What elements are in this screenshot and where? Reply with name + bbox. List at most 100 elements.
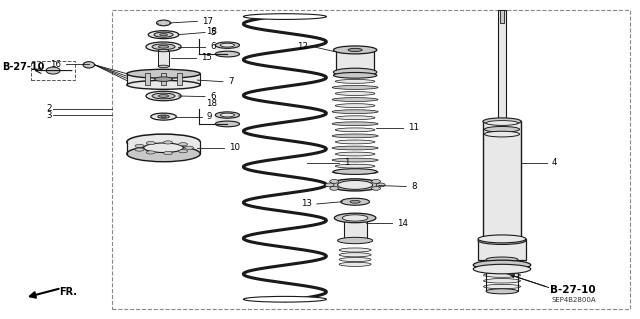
Bar [127,142,200,154]
Text: 15: 15 [201,53,212,62]
Ellipse shape [152,44,175,50]
Ellipse shape [330,180,339,183]
Bar [500,10,504,23]
Bar [336,49,374,72]
Ellipse shape [159,65,169,68]
Ellipse shape [330,179,381,191]
Bar [159,50,169,66]
Bar [161,73,166,85]
Ellipse shape [486,257,518,262]
Ellipse shape [159,49,169,52]
Text: 4: 4 [552,158,557,167]
Ellipse shape [243,14,326,19]
Ellipse shape [335,79,375,83]
Ellipse shape [144,143,183,152]
Bar [215,45,239,54]
Text: B-27-10: B-27-10 [550,285,596,295]
Ellipse shape [330,187,339,190]
Ellipse shape [215,51,239,57]
Text: 18: 18 [206,27,217,36]
Ellipse shape [473,264,531,274]
Ellipse shape [473,260,531,270]
Ellipse shape [160,33,168,36]
Bar [145,73,150,85]
Ellipse shape [335,140,375,144]
Text: 9: 9 [207,112,212,121]
Ellipse shape [83,62,95,68]
Text: 3: 3 [46,111,52,120]
Ellipse shape [348,48,362,51]
Text: 7: 7 [228,77,234,86]
Bar [477,239,526,260]
Ellipse shape [335,104,375,108]
Ellipse shape [335,92,375,95]
Ellipse shape [179,150,188,153]
Ellipse shape [483,118,521,125]
Bar [113,10,630,309]
Ellipse shape [184,146,193,149]
Text: 10: 10 [229,143,240,152]
Text: 13: 13 [301,199,312,208]
Ellipse shape [483,284,520,289]
Ellipse shape [332,122,378,126]
Text: 12: 12 [298,42,308,51]
Ellipse shape [146,42,181,51]
Ellipse shape [325,183,334,187]
Text: 6: 6 [210,92,216,101]
Ellipse shape [154,32,173,37]
Ellipse shape [147,142,156,145]
Ellipse shape [333,169,377,174]
Ellipse shape [335,116,375,120]
Ellipse shape [147,151,156,154]
Ellipse shape [159,94,169,97]
Ellipse shape [46,67,60,74]
Bar [498,10,506,128]
Bar [177,73,182,85]
Ellipse shape [332,158,378,162]
Ellipse shape [158,115,170,118]
Ellipse shape [333,68,377,76]
Bar [127,73,200,85]
Ellipse shape [151,113,176,120]
Ellipse shape [148,31,179,39]
Text: 18: 18 [206,99,217,108]
Ellipse shape [179,143,188,146]
Ellipse shape [127,69,200,78]
Ellipse shape [337,237,372,244]
Text: 1: 1 [344,158,350,167]
Ellipse shape [146,91,181,101]
Bar [344,217,367,241]
Ellipse shape [155,77,173,81]
Ellipse shape [215,112,239,118]
Ellipse shape [135,148,144,151]
Ellipse shape [372,187,381,190]
Ellipse shape [339,262,371,266]
Ellipse shape [334,213,376,223]
Ellipse shape [332,170,378,174]
Ellipse shape [159,45,169,48]
Bar [215,115,239,124]
Ellipse shape [335,128,375,132]
Ellipse shape [243,296,326,302]
Ellipse shape [486,289,518,294]
Ellipse shape [333,46,377,54]
Ellipse shape [135,144,144,147]
Text: 16: 16 [50,60,61,69]
Ellipse shape [339,253,371,257]
Ellipse shape [127,134,200,150]
Ellipse shape [486,121,518,125]
Text: 2: 2 [46,104,52,113]
Ellipse shape [332,85,378,89]
Ellipse shape [333,72,377,78]
Bar [483,122,521,242]
Text: SEP4B2800A: SEP4B2800A [551,297,596,303]
Ellipse shape [127,80,200,89]
Ellipse shape [483,273,520,277]
Bar [486,260,518,291]
Ellipse shape [372,180,381,183]
Ellipse shape [220,43,234,47]
Ellipse shape [152,93,175,99]
Ellipse shape [215,42,239,48]
Ellipse shape [484,131,520,137]
Ellipse shape [335,152,375,156]
